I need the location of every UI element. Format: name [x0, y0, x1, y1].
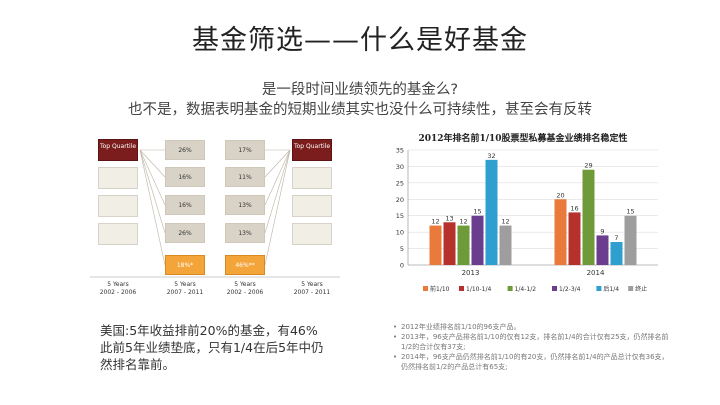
legend-label: 终止 — [635, 285, 647, 293]
bar — [568, 212, 581, 265]
legend-swatch — [628, 286, 634, 291]
legend-swatch — [459, 286, 464, 291]
legend-swatch — [423, 286, 428, 291]
percent-box-highlight: 46%** — [225, 255, 265, 275]
y-tick-label: 0 — [400, 262, 404, 270]
y-tick-label: 10 — [396, 229, 404, 237]
transition-arrows — [90, 149, 340, 278]
y-tick-label: 25 — [396, 179, 404, 187]
top-quartile-box-right: Top Quartile — [292, 139, 332, 161]
arrow-line — [139, 149, 166, 234]
bar — [610, 242, 623, 265]
period-label: 5 Years 2002 - 2006 — [99, 281, 137, 296]
right-notes: 2012年业绩排名前1/10的96支产品。 2013年，96支产品排名前1/10… — [393, 322, 673, 372]
period-label: 5 Years 2002 - 2006 — [226, 281, 264, 296]
percent-box: 11% — [225, 167, 265, 187]
bar-value-label: 15 — [473, 208, 481, 216]
bar — [499, 225, 512, 265]
bar — [596, 235, 609, 265]
quartile-box — [98, 167, 138, 189]
bar-value-label: 29 — [584, 162, 592, 170]
arrow-line — [264, 149, 291, 206]
quartile-box — [98, 195, 138, 217]
quartile-transition-diagram: Top Quartile 26% 16% 16% 26% 18%* 17% 11… — [90, 125, 340, 315]
x-tick-label: 2013 — [462, 269, 480, 277]
legend-swatch — [507, 286, 513, 291]
arrow-line — [264, 149, 291, 266]
percent-box: 16% — [165, 195, 205, 215]
note-item: 2012年业绩排名前1/10的96支产品。 — [393, 322, 673, 332]
top-quartile-box-left: Top Quartile — [98, 139, 138, 161]
legend-label: 1/4-1/2 — [515, 286, 537, 293]
percent-box-highlight: 18%* — [165, 255, 205, 275]
bar-chart-svg: 0 5 10 15 20 25 30 35 12 13 12 15 32 12 2013 20 16 29 9 7 15… — [396, 147, 658, 293]
bar — [624, 215, 637, 265]
legend-swatch — [596, 286, 602, 291]
note-item: 2014年，96支产品仍然排名前1/10的有20支，仍然排名前1/4的产品总计仅… — [393, 352, 673, 372]
bar — [554, 199, 567, 265]
arrow-line — [139, 149, 166, 206]
slide-subtitle-question: 是一段时间业绩领先的基金么? — [261, 82, 459, 98]
arrow-line — [264, 149, 291, 234]
y-tick-label: 30 — [396, 163, 404, 171]
period-label: 5 Years 2007 - 2011 — [166, 281, 204, 296]
bar-value-label: 32 — [487, 152, 495, 160]
chart-title: 2012年排名前1/10股票型私募基金业绩排名稳定性 — [418, 134, 628, 144]
legend-label: 后1/4 — [603, 285, 619, 293]
bar-value-label: 9 — [600, 227, 604, 235]
legend-label: 1/10-1/4 — [466, 286, 491, 293]
quartile-box — [292, 223, 332, 245]
percent-box: 26% — [165, 140, 205, 160]
bar-value-label: 7 — [614, 234, 618, 242]
bar-value-label: 12 — [501, 218, 509, 226]
period-label: 5 Years 2007 - 2011 — [293, 281, 331, 296]
percent-box: 26% — [165, 223, 205, 243]
bar — [485, 159, 498, 265]
bar-value-label: 16 — [570, 204, 578, 212]
y-tick-label: 20 — [396, 196, 404, 204]
bar-value-label: 20 — [556, 191, 564, 199]
bar — [582, 169, 595, 265]
arrow-line — [139, 149, 166, 266]
bar-value-label: 12 — [431, 218, 439, 226]
left-note: 美国:5年收益排前20%的基金，有46%此前5年业绩垫底，只有1/4在后5年中仍… — [100, 323, 324, 372]
bar — [429, 225, 442, 265]
percent-box: 16% — [165, 167, 205, 187]
percent-box: 13% — [225, 195, 265, 215]
x-tick-label: 2014 — [587, 269, 605, 277]
y-tick-label: 35 — [396, 147, 404, 155]
quartile-box — [292, 195, 332, 217]
y-tick-label: 5 — [400, 245, 404, 253]
slide-title: 基金筛选——什么是好基金 — [192, 25, 528, 56]
bar-value-label: 15 — [626, 208, 634, 216]
percent-box: 13% — [225, 223, 265, 243]
bar — [443, 222, 456, 265]
ranking-stability-chart: 2012年排名前1/10股票型私募基金业绩排名稳定性 0 5 10 15 20 25 30 3… — [378, 125, 668, 303]
quartile-box — [292, 167, 332, 189]
bar — [457, 225, 470, 265]
quartile-box — [98, 223, 138, 245]
legend-label: 1/2-3/4 — [559, 286, 581, 293]
arrow-line — [264, 149, 291, 178]
bar-value-label: 13 — [445, 214, 453, 222]
bar-value-label: 12 — [459, 218, 467, 226]
legend-swatch — [552, 286, 557, 291]
arrow-line — [139, 149, 166, 178]
slide-subtitle-answer: 也不是，数据表明基金的短期业绩其实也没什么可持续性，甚至会有反转 — [128, 102, 592, 118]
note-item: 2013年，96支产品排名前1/10的仅有12支，排名前1/4的合计仅有25支，… — [393, 332, 673, 352]
percent-box: 17% — [225, 140, 265, 160]
y-tick-label: 15 — [396, 212, 404, 220]
bar — [471, 215, 484, 265]
legend-label: 前1/10 — [430, 285, 450, 293]
